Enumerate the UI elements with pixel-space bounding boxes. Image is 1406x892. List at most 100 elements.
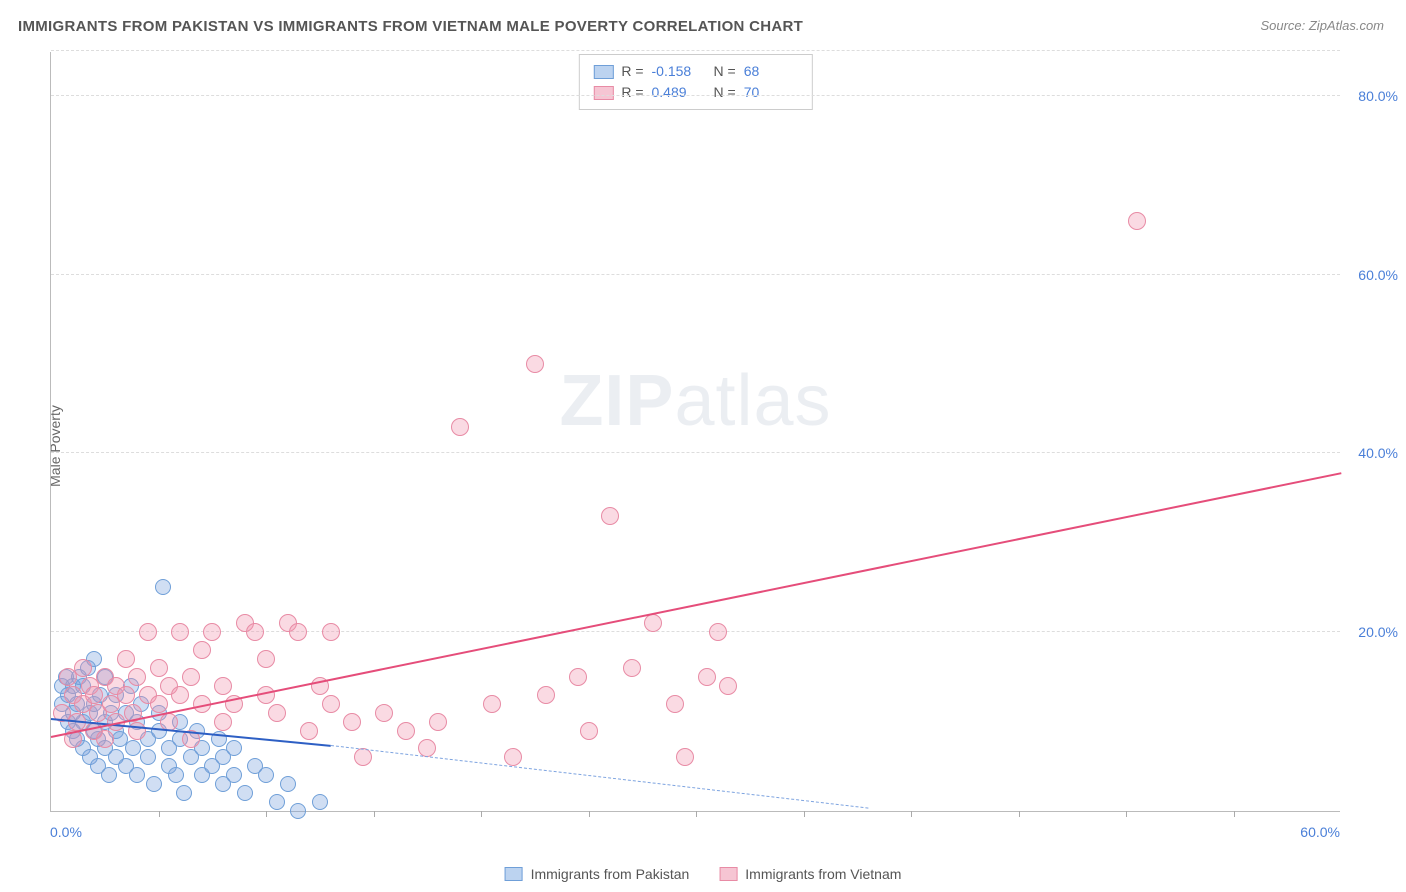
data-point	[117, 686, 135, 704]
data-point	[129, 767, 145, 783]
legend-n-label: N =	[714, 61, 736, 82]
legend-n-value: 70	[744, 82, 798, 103]
data-point	[375, 704, 393, 722]
data-point	[289, 623, 307, 641]
data-point	[171, 686, 189, 704]
legend-item: Immigrants from Vietnam	[719, 866, 901, 882]
x-tick	[1019, 811, 1020, 817]
data-point	[96, 730, 114, 748]
data-point	[280, 776, 296, 792]
data-point	[623, 659, 641, 677]
data-point	[176, 785, 192, 801]
legend-row: R =0.489N =70	[593, 82, 797, 103]
series-legend: Immigrants from PakistanImmigrants from …	[505, 866, 902, 882]
data-point	[171, 623, 189, 641]
legend-swatch	[505, 867, 523, 881]
legend-r-value: -0.158	[652, 61, 706, 82]
source-attribution: Source: ZipAtlas.com	[1260, 18, 1384, 33]
data-point	[101, 767, 117, 783]
data-point	[85, 686, 103, 704]
data-point	[246, 623, 264, 641]
x-tick	[589, 811, 590, 817]
data-point	[214, 713, 232, 731]
y-tick-label: 40.0%	[1358, 445, 1398, 461]
data-point	[429, 713, 447, 731]
x-tick	[1126, 811, 1127, 817]
gridline	[51, 50, 1340, 51]
gridline	[51, 274, 1340, 275]
data-point	[139, 623, 157, 641]
chart-container: IMMIGRANTS FROM PAKISTAN VS IMMIGRANTS F…	[0, 0, 1406, 892]
legend-row: R =-0.158N =68	[593, 61, 797, 82]
data-point	[322, 695, 340, 713]
chart-title: IMMIGRANTS FROM PAKISTAN VS IMMIGRANTS F…	[18, 18, 803, 35]
data-point	[580, 722, 598, 740]
data-point	[117, 650, 135, 668]
data-point	[214, 677, 232, 695]
data-point	[644, 614, 662, 632]
trend-line	[51, 472, 1341, 738]
data-point	[226, 740, 242, 756]
y-tick-label: 80.0%	[1358, 88, 1398, 104]
data-point	[451, 418, 469, 436]
legend-swatch	[593, 86, 613, 100]
data-point	[676, 748, 694, 766]
data-point	[258, 767, 274, 783]
data-point	[226, 767, 242, 783]
legend-r-value: 0.489	[652, 82, 706, 103]
x-tick	[1234, 811, 1235, 817]
data-point	[193, 641, 211, 659]
x-tick	[696, 811, 697, 817]
gridline	[51, 452, 1340, 453]
legend-n-label: N =	[714, 82, 736, 103]
x-tick	[804, 811, 805, 817]
data-point	[128, 722, 146, 740]
data-point	[698, 668, 716, 686]
watermark: ZIPatlas	[559, 360, 831, 442]
y-tick-label: 60.0%	[1358, 267, 1398, 283]
data-point	[257, 650, 275, 668]
x-tick	[911, 811, 912, 817]
data-point	[354, 748, 372, 766]
data-point	[140, 749, 156, 765]
data-point	[666, 695, 684, 713]
data-point	[290, 803, 306, 819]
data-point	[504, 748, 522, 766]
plot-area: ZIPatlas R =-0.158N =68R =0.489N =70 20.…	[50, 52, 1340, 812]
data-point	[397, 722, 415, 740]
data-point	[128, 668, 146, 686]
y-tick-label: 20.0%	[1358, 624, 1398, 640]
data-point	[601, 507, 619, 525]
x-tick	[266, 811, 267, 817]
legend-swatch	[593, 65, 613, 79]
data-point	[150, 695, 168, 713]
legend-item-label: Immigrants from Vietnam	[745, 866, 901, 882]
data-point	[300, 722, 318, 740]
x-tick	[374, 811, 375, 817]
data-point	[74, 659, 92, 677]
data-point	[150, 659, 168, 677]
watermark-bold: ZIP	[559, 361, 674, 441]
x-tick	[481, 811, 482, 817]
legend-swatch	[719, 867, 737, 881]
data-point	[343, 713, 361, 731]
data-point	[146, 776, 162, 792]
x-tick-label: 60.0%	[1300, 824, 1340, 840]
data-point	[709, 623, 727, 641]
data-point	[1128, 212, 1146, 230]
x-tick-label: 0.0%	[50, 824, 82, 840]
data-point	[526, 355, 544, 373]
trend-line-dashed	[330, 745, 868, 809]
data-point	[203, 623, 221, 641]
data-point	[569, 668, 587, 686]
data-point	[719, 677, 737, 695]
data-point	[182, 668, 200, 686]
data-point	[483, 695, 501, 713]
gridline	[51, 95, 1340, 96]
data-point	[269, 794, 285, 810]
correlation-legend: R =-0.158N =68R =0.489N =70	[578, 54, 812, 110]
legend-r-label: R =	[621, 61, 643, 82]
data-point	[168, 767, 184, 783]
data-point	[268, 704, 286, 722]
data-point	[237, 785, 253, 801]
